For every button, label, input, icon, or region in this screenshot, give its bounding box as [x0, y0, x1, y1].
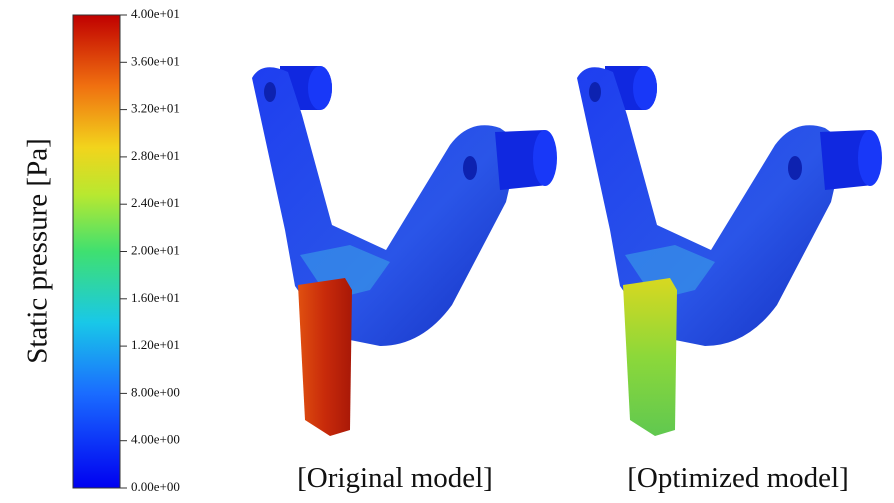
optimized-model	[577, 66, 882, 436]
tick-label: 3.60e+01	[131, 53, 180, 68]
tick-label: 2.80e+01	[131, 148, 180, 163]
original-model	[252, 66, 557, 436]
tick-label: 2.40e+01	[131, 195, 180, 210]
colorbar	[72, 14, 121, 489]
panel-label: [Optimized model]	[627, 462, 848, 494]
tick-label: 1.20e+01	[131, 337, 180, 352]
tick-label: 2.00e+01	[131, 242, 180, 257]
colorbar-title: Static pressure [Pa]	[22, 138, 54, 364]
tick-label: 4.00e+00	[131, 432, 180, 447]
tick-label: 3.20e+01	[131, 101, 180, 116]
tick-label: 0.00e+00	[131, 479, 180, 494]
tick-label: 4.00e+01	[131, 6, 180, 21]
panel-label: [Original model]	[297, 462, 493, 494]
tick-label: 1.60e+01	[131, 290, 180, 305]
colorbar-ticks: 0.00e+00 4.00e+00 8.00e+00 1.20e+01 1.60e+01…	[120, 6, 180, 494]
tick-label: 8.00e+00	[131, 384, 180, 399]
